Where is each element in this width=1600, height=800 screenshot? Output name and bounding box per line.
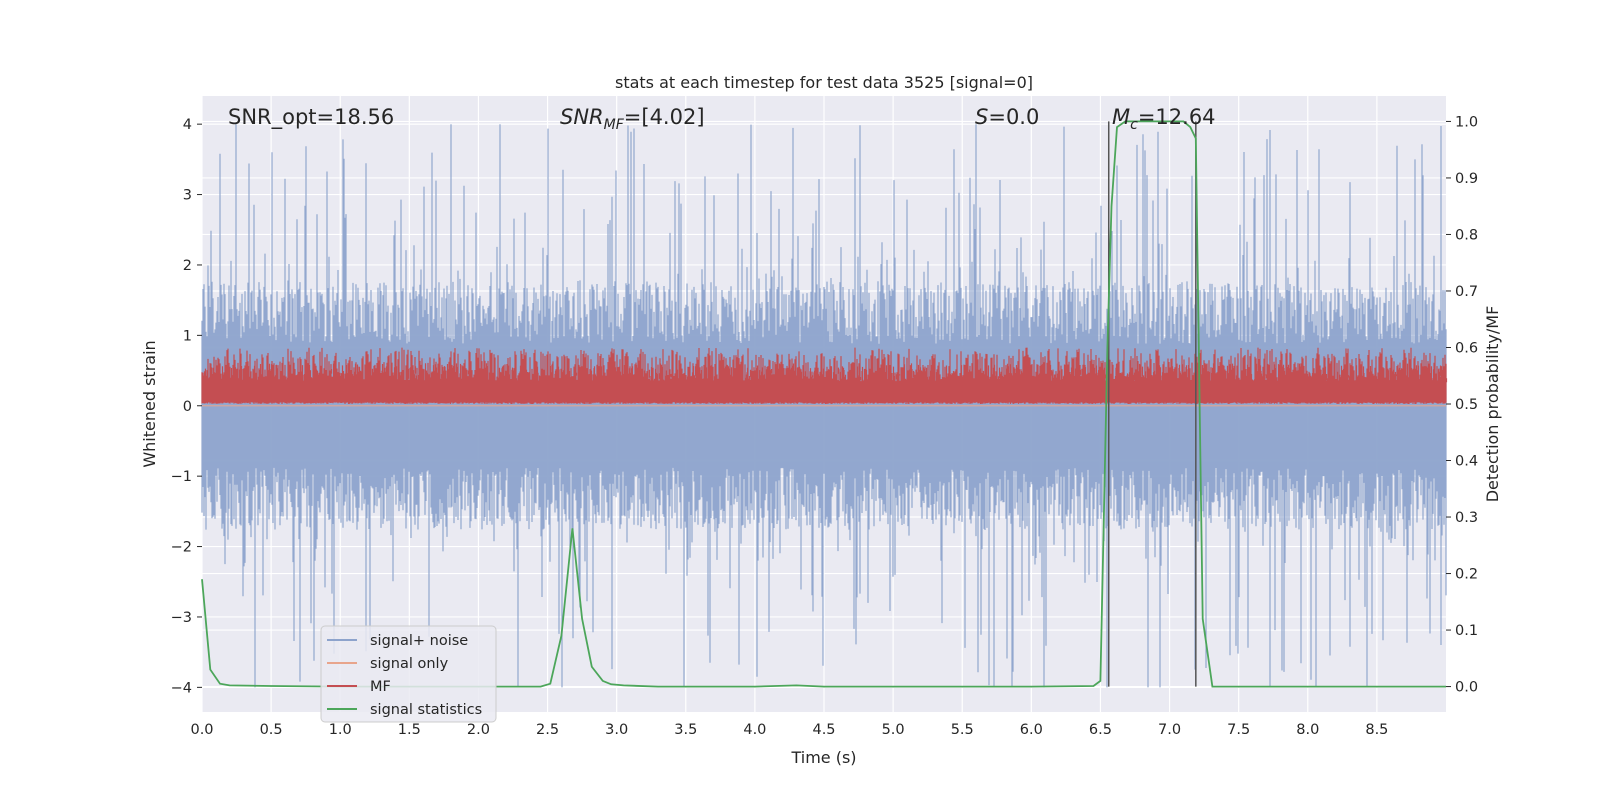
annotations: SNR_opt=18.56 SNRMF=[4.02] S=0.0 Mc=12.64 bbox=[228, 105, 1216, 133]
x-tick-label: 7.5 bbox=[1227, 722, 1250, 738]
legend-label: signal+ noise bbox=[370, 633, 468, 649]
y-tick-label: 1 bbox=[183, 328, 192, 344]
x-tick-label: 3.5 bbox=[674, 722, 697, 738]
x-tick-label: 6.0 bbox=[1020, 722, 1043, 738]
legend-label: signal statistics bbox=[370, 702, 482, 718]
x-tick-label: 5.5 bbox=[951, 722, 974, 738]
legend-label: signal only bbox=[370, 656, 449, 672]
y-right-tick-label: 0.1 bbox=[1455, 623, 1478, 639]
annotation-main: SNR_opt=18.56 bbox=[228, 105, 394, 130]
detection-markers bbox=[1107, 121, 1197, 687]
x-axis-label: Time (s) bbox=[790, 748, 856, 767]
x-tick-label: 0.0 bbox=[190, 722, 213, 738]
y-tick-label: −4 bbox=[171, 680, 192, 696]
annotation-main: M bbox=[1112, 105, 1130, 129]
x-tick-label: 1.0 bbox=[329, 722, 352, 738]
y-tick-label: −2 bbox=[171, 540, 192, 556]
x-tick-label: 0.5 bbox=[260, 722, 283, 738]
y-right-tick-label: 0.3 bbox=[1455, 510, 1478, 526]
x-tick-label: 4.0 bbox=[743, 722, 766, 738]
annotation-main: SNR bbox=[560, 105, 604, 129]
y-tick-label: 0 bbox=[183, 399, 192, 415]
y-right-tick-label: 0.2 bbox=[1455, 567, 1478, 583]
y-axis-right-label: Detection probability/MF bbox=[1483, 306, 1502, 503]
series-mf bbox=[201, 347, 1448, 404]
y-right-tick-label: 0.9 bbox=[1455, 171, 1478, 187]
y-tick-label: −1 bbox=[171, 469, 192, 485]
chart-title: stats at each timestep for test data 352… bbox=[615, 73, 1033, 92]
x-tick-label: 5.0 bbox=[882, 722, 905, 738]
y-right-tick-label: 0.7 bbox=[1455, 284, 1478, 300]
x-tick-label: 2.0 bbox=[467, 722, 490, 738]
legend-box bbox=[320, 625, 497, 723]
tick-labels: 0.0 0.5 1.0 1.5 2.0 2.5 3.0 3.5 4.0 4.5 5.0 5.5 6.0 6… bbox=[171, 114, 1478, 738]
y-right-tick-label: 0.0 bbox=[1455, 680, 1478, 696]
annotation-value: =0.0 bbox=[988, 105, 1039, 129]
annotation-value: =[4.02] bbox=[624, 105, 705, 129]
x-tick-label: 8.5 bbox=[1365, 722, 1388, 738]
y-right-tick-label: 1.0 bbox=[1455, 114, 1478, 130]
annotation-subscript: MF bbox=[604, 117, 625, 133]
y-right-tick-label: 0.5 bbox=[1455, 397, 1478, 413]
mf-trace bbox=[201, 347, 1448, 404]
y-right-tick-label: 0.8 bbox=[1455, 227, 1478, 243]
annotation-subscript: c bbox=[1130, 117, 1138, 133]
legend: signal+ noise signal only MF signal statist… bbox=[320, 625, 497, 723]
x-tick-label: 1.5 bbox=[398, 722, 421, 738]
y-axis-label: Whitened strain bbox=[140, 340, 159, 467]
legend-label: MF bbox=[370, 679, 391, 695]
x-tick-label: 8.0 bbox=[1296, 722, 1319, 738]
x-tick-label: 3.0 bbox=[605, 722, 628, 738]
y-tick-label: −3 bbox=[171, 610, 192, 626]
x-tick-label: 2.5 bbox=[536, 722, 559, 738]
y-right-tick-label: 0.4 bbox=[1455, 454, 1478, 470]
y-tick-label: 3 bbox=[183, 188, 192, 204]
annotation-mc-value: Mc=12.64 bbox=[1112, 105, 1216, 133]
x-tick-label: 7.0 bbox=[1158, 722, 1181, 738]
annotation-snr-opt: SNR_opt=18.56 bbox=[228, 105, 394, 130]
annotation-snr-mf: SNRMF=[4.02] bbox=[560, 105, 705, 133]
y-right-tick-label: 0.6 bbox=[1455, 340, 1478, 356]
x-tick-label: 4.5 bbox=[812, 722, 835, 738]
annotation-value: =12.64 bbox=[1138, 105, 1216, 129]
y-tick-label: 2 bbox=[183, 258, 192, 274]
y-tick-label: 4 bbox=[183, 117, 192, 133]
annotation-main: S bbox=[975, 105, 988, 129]
x-tick-label: 6.5 bbox=[1089, 722, 1112, 738]
annotation-s-value: S=0.0 bbox=[975, 105, 1039, 129]
